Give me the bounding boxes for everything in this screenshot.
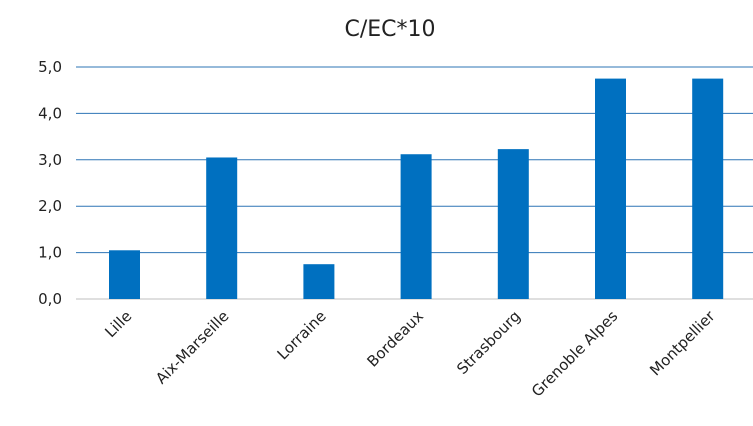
- x-tick-label: Lorraine: [274, 307, 330, 363]
- x-tick-label: Montpellier: [646, 307, 719, 380]
- chart-title: C/EC*10: [344, 17, 435, 42]
- bar-aix-marseille: [206, 157, 238, 299]
- y-tick-label: 2,0: [38, 197, 62, 215]
- x-tick-label: Strasbourg: [453, 307, 524, 378]
- y-tick-label: 1,0: [38, 244, 62, 262]
- y-tick-label: 0,0: [38, 290, 62, 308]
- bar-bordeaux: [400, 154, 432, 299]
- y-tick-label: 4,0: [38, 104, 62, 122]
- bar-lorraine: [303, 264, 335, 299]
- y-tick-label: 3,0: [38, 151, 62, 169]
- x-tick-label: Grenoble Alpes: [528, 307, 622, 401]
- x-tick-label: Bordeaux: [363, 307, 427, 371]
- bar-grenoble-alpes: [595, 78, 626, 299]
- bar-lille: [109, 250, 140, 299]
- bar-montpellier: [692, 78, 724, 299]
- x-tick-label: Aix-Marseille: [152, 307, 232, 387]
- x-axis-ticks: Lille Aix-Marseille Lorraine Bordeaux Strasb…: [101, 307, 719, 401]
- y-tick-label: 5,0: [38, 58, 62, 76]
- y-axis-ticks: 0,0 1,0 2,0 3,0 4,0 5,0: [38, 58, 62, 308]
- bars: [109, 78, 724, 299]
- bar-strasbourg: [497, 149, 529, 299]
- x-tick-label: Lille: [101, 307, 135, 341]
